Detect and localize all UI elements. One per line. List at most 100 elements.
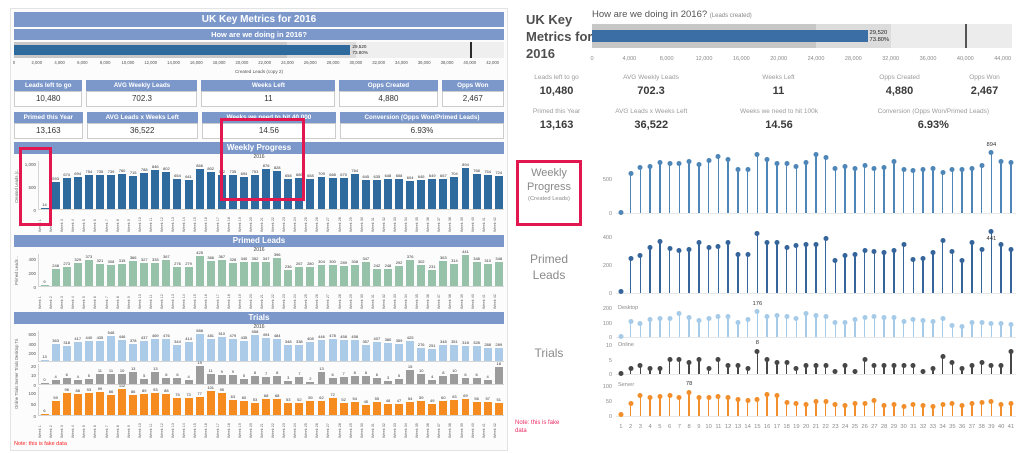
bar-week-16[interactable]: 802	[205, 161, 216, 209]
lollipop-stem[interactable]	[920, 318, 926, 337]
bar-week-42[interactable]: 289	[493, 331, 504, 361]
bar-week-22[interactable]: 68	[272, 387, 283, 415]
lollipop-dot[interactable]	[1008, 247, 1014, 253]
bar-week-32[interactable]: 380	[382, 331, 393, 361]
lollipop-week-7[interactable]	[675, 384, 685, 416]
bar-mark[interactable]	[107, 394, 115, 415]
bar-week-32[interactable]: 648	[382, 161, 393, 209]
lollipop-stem[interactable]	[832, 368, 838, 374]
bar-week-23[interactable]: 658	[283, 161, 294, 209]
lollipop-week-29[interactable]	[889, 384, 899, 416]
lollipop-stem[interactable]	[969, 400, 975, 416]
bullet-bar[interactable]	[14, 45, 351, 55]
bar-mark[interactable]	[284, 381, 293, 384]
lollipop-dot[interactable]	[745, 316, 751, 322]
lollipop-dot[interactable]	[823, 313, 829, 319]
lollipop-week-21[interactable]	[811, 149, 821, 213]
lollipop-week-2[interactable]	[626, 384, 636, 416]
lollipop-stem[interactable]	[910, 256, 916, 293]
lollipop-dot[interactable]	[725, 394, 731, 400]
lollipop-stem[interactable]	[793, 243, 799, 293]
lollipop-week-11[interactable]	[714, 307, 724, 337]
lollipop-dot[interactable]	[988, 229, 994, 235]
lollipop-week-24[interactable]	[840, 149, 850, 213]
bar-week-28[interactable]: 7	[338, 364, 349, 384]
lollipop-stem[interactable]	[871, 314, 877, 337]
lollipop-stem[interactable]	[637, 252, 643, 293]
lollipop-week-31[interactable]	[909, 229, 919, 293]
lollipop-week-26[interactable]	[860, 307, 870, 337]
bar-week-29[interactable]: 764	[349, 161, 360, 209]
bar-mark[interactable]	[472, 345, 481, 361]
lollipop-stem[interactable]	[754, 309, 760, 337]
lollipop-stem[interactable]	[940, 238, 946, 293]
bar-mark[interactable]	[262, 261, 271, 286]
lollipop-dot[interactable]	[696, 239, 702, 245]
bar-mark[interactable]	[228, 263, 237, 286]
lollipop-dot[interactable]	[969, 319, 975, 325]
lollipop-stem[interactable]	[910, 317, 916, 337]
bar-week-35[interactable]: 10	[416, 364, 427, 384]
bar-week-13[interactable]: 344	[172, 331, 183, 361]
bar-mark[interactable]	[350, 402, 359, 415]
lollipop-dot[interactable]	[998, 158, 1004, 164]
lollipop-dot[interactable]	[618, 333, 624, 339]
lollipop-dot[interactable]	[988, 321, 994, 327]
lollipop-week-3[interactable]	[636, 307, 646, 337]
lollipop-stem[interactable]	[618, 370, 624, 376]
bar-mark[interactable]	[140, 379, 149, 384]
lollipop-stem[interactable]	[998, 363, 1004, 374]
bar-mark[interactable]	[73, 177, 82, 209]
bar-mark[interactable]	[173, 266, 182, 286]
lollipop-dot[interactable]	[686, 159, 692, 165]
lollipop-stem[interactable]	[667, 161, 673, 213]
lollipop-week-23[interactable]	[831, 307, 841, 337]
lollipop-week-5[interactable]	[655, 229, 665, 293]
lollipop-stem[interactable]	[813, 398, 819, 416]
bar-week-5[interactable]: 440	[83, 331, 94, 361]
lollipop-week-13[interactable]	[733, 229, 743, 293]
lollipop-week-41[interactable]	[1006, 344, 1016, 374]
bar-mark[interactable]	[51, 181, 60, 209]
bar-week-4[interactable]: 4	[72, 364, 83, 384]
bar-week-12[interactable]: 6	[161, 364, 172, 384]
bar-mark[interactable]	[51, 268, 60, 286]
lollipop-dot[interactable]	[754, 348, 760, 354]
lollipop-dot[interactable]	[930, 166, 936, 172]
lollipop-dot[interactable]	[676, 311, 682, 317]
lollipop-dot[interactable]	[774, 393, 780, 399]
bar-week-38[interactable]: 351	[449, 331, 460, 361]
lollipop-stem[interactable]	[852, 251, 858, 293]
lollipop-week-26[interactable]	[860, 149, 870, 213]
bar-mark[interactable]	[284, 344, 293, 361]
lollipop-week-39[interactable]	[987, 384, 997, 416]
bar-week-12[interactable]: 476	[161, 331, 172, 361]
lollipop-week-12[interactable]	[723, 384, 733, 416]
lollipop-stem[interactable]	[813, 363, 819, 374]
bar-week-40[interactable]: 6	[471, 364, 482, 384]
lollipop-week-22[interactable]	[821, 307, 831, 337]
bar-mark[interactable]	[195, 365, 204, 384]
lollipop-week-15[interactable]: 176	[753, 301, 763, 337]
lollipop-stem[interactable]	[901, 363, 907, 374]
bar-week-25[interactable]: 59	[305, 387, 316, 415]
lollipop-week-38[interactable]	[977, 229, 987, 293]
lollipop-dot[interactable]	[745, 251, 751, 257]
lollipop-dot[interactable]	[764, 357, 770, 363]
lollipop-dot[interactable]	[940, 354, 946, 360]
lollipop-dot[interactable]	[901, 403, 907, 409]
lollipop-week-1[interactable]	[616, 149, 626, 215]
lollipop-dot[interactable]	[930, 249, 936, 255]
lollipop-dot[interactable]	[637, 363, 643, 369]
bar-week-33[interactable]: 658	[394, 161, 405, 209]
lollipop-week-3[interactable]	[636, 229, 646, 293]
lollipop-week-5[interactable]	[655, 384, 665, 416]
lollipop-dot[interactable]	[891, 363, 897, 369]
bar-mark[interactable]	[273, 171, 282, 209]
lollipop-stem[interactable]	[901, 242, 907, 293]
bar-mark[interactable]	[118, 374, 127, 384]
bar-mark[interactable]	[206, 260, 215, 286]
bar-mark[interactable]	[361, 179, 370, 209]
bar-week-17[interactable]: 95	[216, 387, 227, 415]
bar-week-30[interactable]: 8	[360, 364, 371, 384]
